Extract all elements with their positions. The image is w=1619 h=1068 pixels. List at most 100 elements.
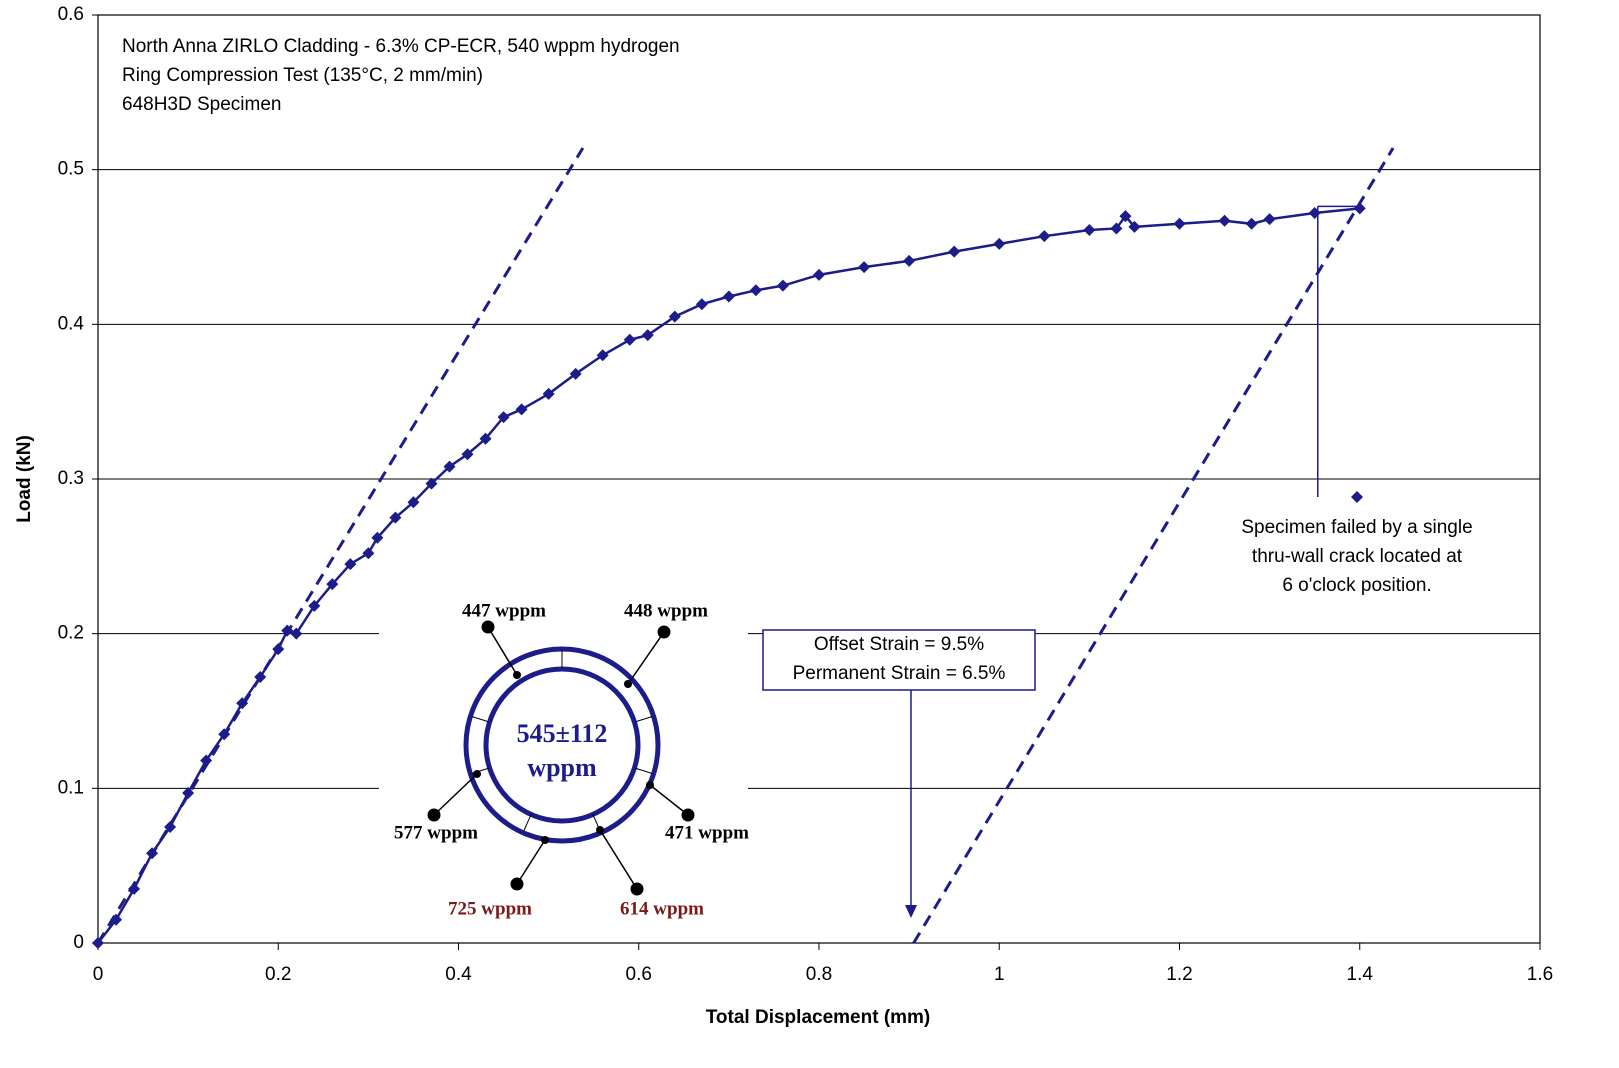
data-point [128,882,141,895]
ring-outer [463,646,661,844]
data-point [1263,213,1276,226]
data-point [515,403,528,416]
ring-tick [634,767,653,774]
annotation: North Anna ZIRLO Cladding - 6.3% CP-ECR,… [122,36,680,57]
strain-box [762,629,1036,691]
data-point [281,624,294,637]
ring-pointer [487,626,518,676]
ring-tick [471,716,490,723]
data-point [569,367,582,380]
data-point [146,847,159,860]
data-point [749,284,762,297]
ring-pointer [649,784,689,816]
ring-arrowhead [646,781,654,789]
data-point [858,261,871,274]
ring-inner [483,666,641,824]
ring-center: wppm [527,753,597,782]
plot-frame [97,14,1541,944]
failure-note: Specimen failed by a single [1241,517,1472,538]
ring-center: 545±112 [517,719,608,748]
x-tick-label: 0.6 [626,964,652,985]
data-point [668,310,681,323]
data-point [776,279,789,292]
x-tick-label: 0.8 [806,964,832,985]
ring-pointer [433,773,478,816]
data-point [1173,217,1186,230]
data-point [425,477,438,490]
ring-dot [427,808,441,822]
data-point [722,290,735,303]
data-point [497,411,510,424]
strain-arrowhead [905,905,917,918]
y-tick-label: 0.1 [58,777,84,798]
strain-text: Offset Strain = 9.5% [814,634,984,655]
failure-note: thru-wall crack located at [1252,546,1463,567]
data-point [254,670,267,683]
data-point [813,268,825,281]
data-point [389,511,402,524]
data-point [362,547,375,560]
x-tick-label: 1 [994,964,1005,985]
data-point [695,298,708,311]
data-point [1218,214,1231,227]
data-point [542,387,555,400]
x-tick-label: 1.6 [1527,964,1553,985]
data-point [182,786,195,799]
x-tick-label: 1.2 [1166,964,1192,985]
y-tick-label: 0.2 [58,623,84,644]
offset-line [96,147,585,944]
data-point [164,821,177,833]
y-axis-label: Load (kN) [14,435,35,523]
data-point [1245,217,1258,230]
x-tick-label: 1.4 [1347,964,1374,985]
ring-pointer [516,839,546,885]
ring-tick [634,716,653,723]
data-point [110,913,123,926]
data-point [1038,230,1051,243]
y-tick-label: 0.4 [58,313,85,334]
data-point [200,754,213,767]
ring-pointer [599,829,638,890]
data-point [948,245,961,258]
y-tick-label: 0.6 [58,4,84,25]
x-tick-label: 0.2 [265,964,291,985]
data-point [1308,206,1321,219]
data-point [641,329,654,342]
failure-note: 6 o'clock position. [1282,575,1431,596]
data-point [1119,210,1132,223]
ring-tick [523,814,532,831]
ring-label: 447 wppm [462,600,546,621]
ring-label: 725 wppm [448,898,532,919]
y-tick-label: 0 [73,932,84,953]
ring-label: 448 wppm [624,600,708,621]
ring-label: 577 wppm [394,822,478,843]
data-point [596,349,609,362]
data-point [993,237,1006,250]
data-point [1353,202,1366,215]
data-point [371,531,384,544]
data-point [344,558,357,571]
offset-line [912,147,1395,944]
annotation: 648H3D Specimen [122,94,281,115]
data-point [326,578,339,591]
ring-label: 471 wppm [665,822,749,843]
data-point [1083,223,1096,236]
data-point [461,448,474,461]
ring-dot [657,625,671,639]
ring-dot [681,808,695,822]
annotation: Ring Compression Test (135°C, 2 mm/min) [122,65,483,86]
data-point [218,728,231,741]
ring-label: 614 wppm [620,898,704,919]
data-point [308,599,321,612]
x-tick-label: 0 [93,964,104,985]
data-line [97,207,1360,944]
ring-arrowhead [513,671,521,679]
ring-dot [510,877,524,891]
data-point [903,254,916,267]
ring-arrowhead [473,770,481,778]
ring-dot [481,620,495,634]
ring-arrowhead [624,680,632,688]
ring-pointer [627,631,665,685]
data-point [236,697,249,710]
